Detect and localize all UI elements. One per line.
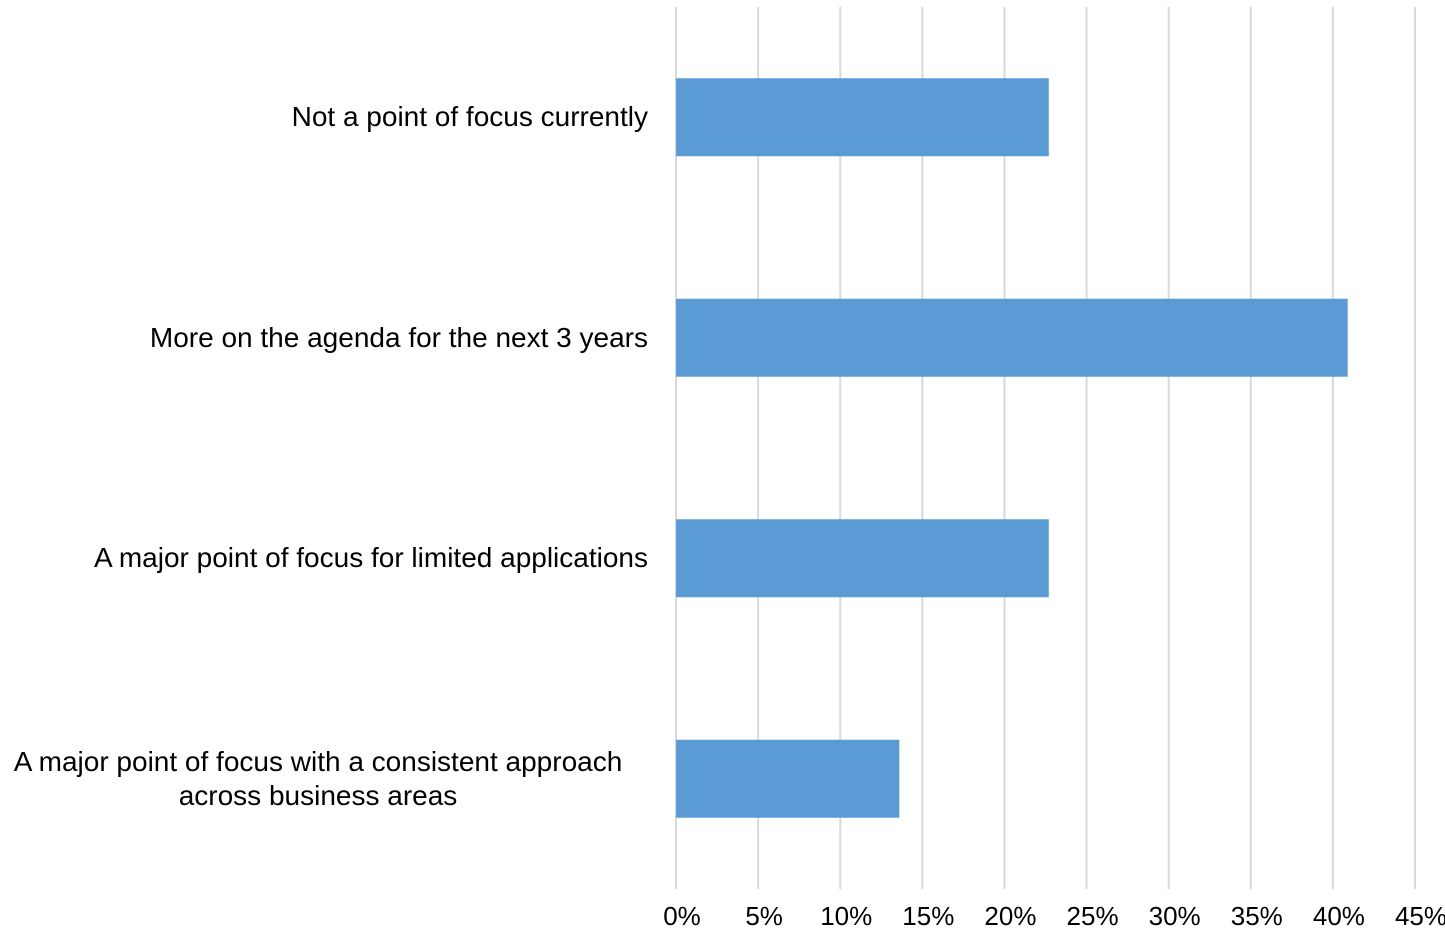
category-label-box: More on the agenda for the next 3 years — [0, 321, 648, 355]
bar — [676, 78, 1049, 157]
x-tick-label: 20% — [984, 901, 1036, 931]
category-label-box: A major point of focus for limited appli… — [0, 541, 648, 575]
y-tick-label: Not a point of focus currently — [291, 101, 648, 133]
x-tick-label: 10% — [820, 901, 872, 931]
x-tick-label: 25% — [1067, 901, 1119, 931]
x-tick-label: 35% — [1231, 901, 1283, 931]
category-label-box: Not a point of focus currently — [0, 100, 648, 134]
bar — [676, 298, 1348, 377]
x-tick-label: 15% — [902, 901, 954, 931]
x-tick-label: 45% — [1395, 901, 1445, 931]
y-tick-label: A major point of focus with a consistent… — [13, 745, 623, 811]
x-tick-label: 30% — [1149, 901, 1201, 931]
bar — [676, 739, 900, 818]
x-tick-label: 5% — [745, 901, 783, 931]
y-tick-label: A major point of focus for limited appli… — [93, 542, 648, 574]
x-tick-label: 40% — [1313, 901, 1365, 931]
bar — [676, 519, 1049, 598]
y-tick-label: More on the agenda for the next 3 years — [149, 321, 648, 353]
x-tick-label: 0% — [663, 901, 701, 931]
category-label-box: A major point of focus with a consistent… — [0, 745, 648, 813]
